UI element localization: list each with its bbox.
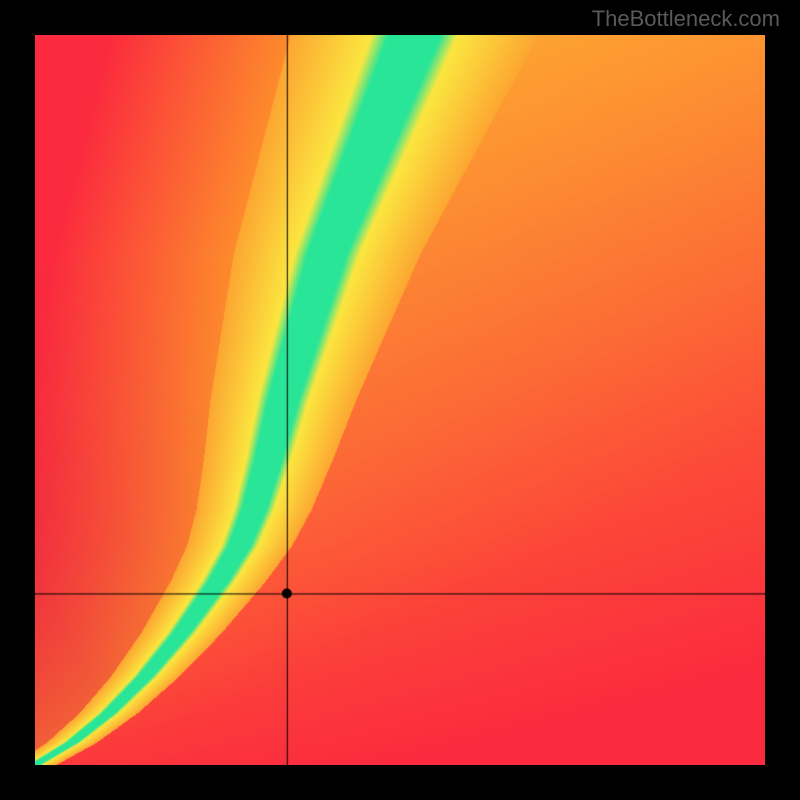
plot-area [35, 35, 765, 765]
heatmap-canvas [35, 35, 765, 765]
chart-container: TheBottleneck.com [0, 0, 800, 800]
watermark-text: TheBottleneck.com [592, 6, 780, 32]
